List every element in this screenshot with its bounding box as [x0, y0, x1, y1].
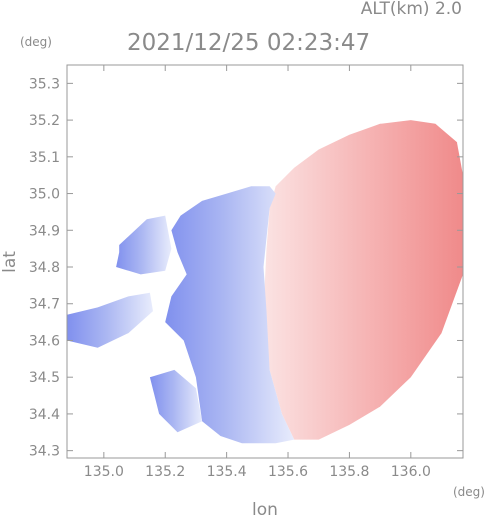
- y-tick-label: 35.1: [29, 150, 60, 166]
- region-approaching-southwest-arm: [67, 292, 153, 348]
- region-approaching-west-band: [116, 215, 172, 275]
- y-unit-label: (deg): [20, 35, 52, 49]
- y-tick-label: 34.9: [29, 223, 60, 239]
- altitude-label: ALT(km) 2.0: [361, 0, 462, 19]
- y-tick-label: 34.7: [29, 297, 60, 313]
- y-tick-label: 34.5: [29, 370, 60, 386]
- velocity-field: [67, 120, 463, 444]
- y-tick-label: 34.6: [29, 333, 60, 349]
- y-tick-label: 35.0: [29, 187, 60, 203]
- chart-title: 2021/12/25 02:23:47: [127, 30, 370, 56]
- x-tick-label: 135.4: [207, 464, 247, 480]
- x-tick-label: 135.2: [145, 464, 185, 480]
- y-tick-label: 34.4: [29, 407, 60, 423]
- y-tick-label: 35.3: [29, 76, 60, 92]
- y-tick-label: 34.3: [29, 444, 60, 460]
- y-tick-label: 34.8: [29, 260, 60, 276]
- x-tick-label: 136.0: [391, 464, 431, 480]
- x-axis-label: lon: [252, 500, 278, 520]
- x-tick-label: 135.6: [268, 464, 308, 480]
- region-approaching-main: [165, 186, 295, 444]
- region-receding-area: [263, 120, 463, 440]
- region-approaching-south-spur: [149, 369, 203, 433]
- plot-frame: [66, 64, 464, 459]
- x-axis: 135.0 135.2 135.4 135.6 135.8 136.0: [84, 65, 431, 480]
- x-tick-label: 135.8: [329, 464, 369, 480]
- y-axis-label: lat: [0, 251, 20, 273]
- x-tick-label: 135.0: [84, 464, 124, 480]
- y-axis: 34.3 34.4 34.5 34.6 34.7 34.8 34.9 35.0 35.1 35.2…: [29, 76, 463, 460]
- y-tick-label: 35.2: [29, 113, 60, 129]
- x-unit-label: (deg): [453, 485, 485, 499]
